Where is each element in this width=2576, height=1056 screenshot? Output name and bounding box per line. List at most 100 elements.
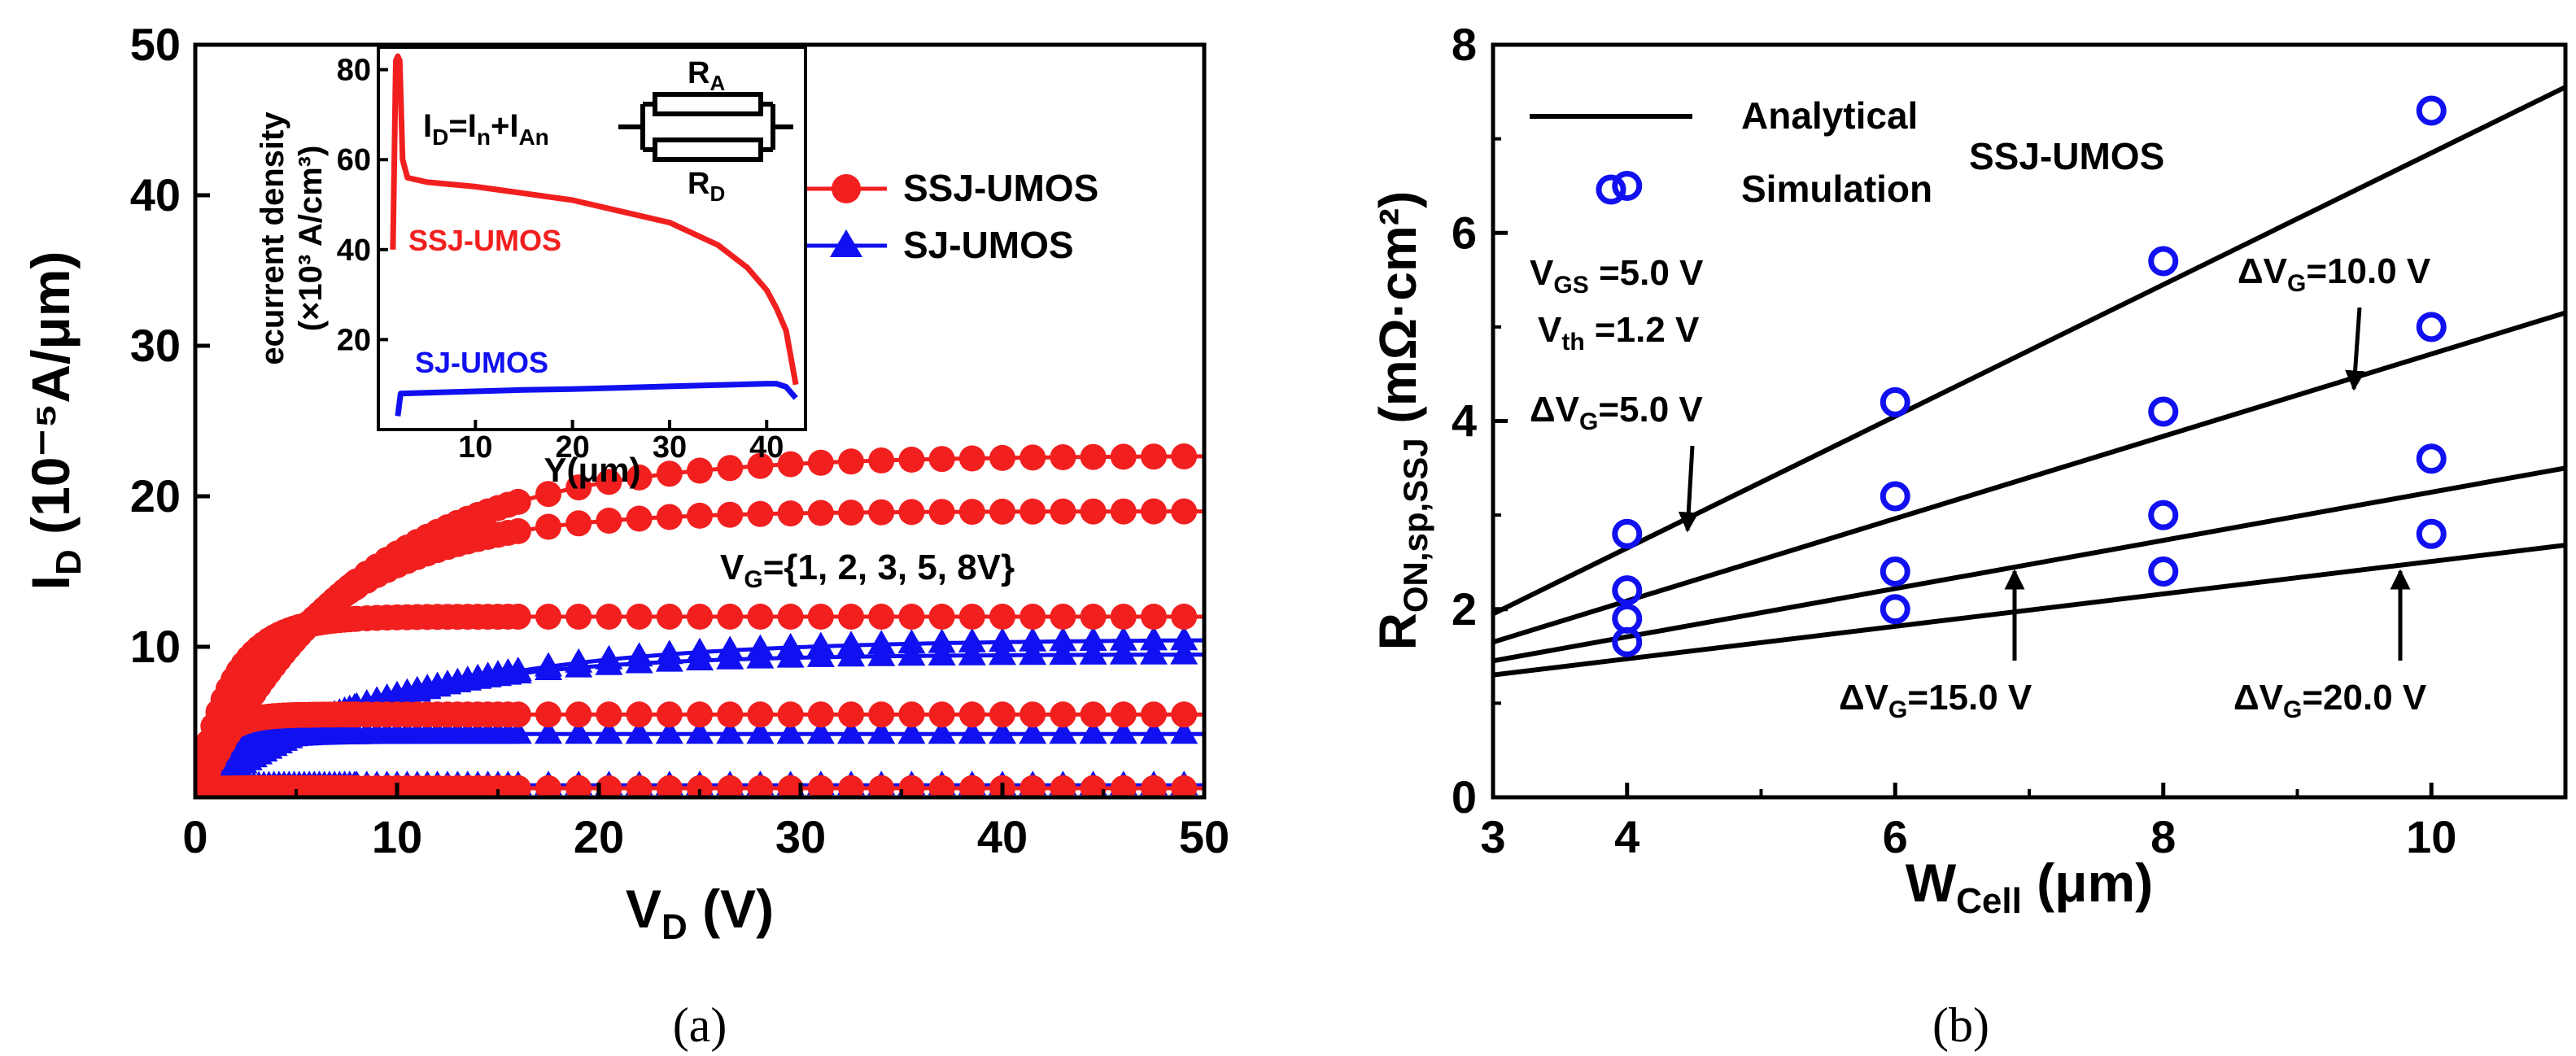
inset-x-tick-label: 10 [458,430,492,465]
data-point [837,719,865,744]
x-tick-label: 6 [1883,811,1908,862]
y-tick-label: 0 [1452,771,1477,823]
svg-text:SJ-UMOS: SJ-UMOS [903,224,1074,266]
inset-y-tick-label: 20 [337,323,371,357]
data-point [716,719,744,744]
data-point [838,604,864,630]
data-point [777,701,804,728]
data-point [747,775,774,797]
inset-equation: ID=In+IAn [423,108,549,150]
simulation-point [2416,443,2447,474]
data-point [535,701,561,728]
data-point [1080,775,1107,797]
data-point [868,775,895,797]
data-point [1019,498,1046,525]
inset-background [378,47,806,430]
data-point [535,604,561,630]
data-point [807,775,834,797]
panel-a-ylabel: ID (10⁻⁵A/μm) [20,251,89,591]
inset-x-tick-label: 20 [555,430,589,465]
data-point [1171,701,1198,728]
data-point [1019,626,1047,652]
data-point [1080,443,1107,470]
simulation-point [2148,246,2179,277]
data-point [746,634,775,659]
data-point [535,481,561,508]
data-point [1050,701,1076,728]
data-point [868,447,895,473]
resistor-bottom-label: RD [688,167,725,206]
x-tick-label: 4 [1614,811,1639,862]
y-tick-label: 8 [1452,19,1477,70]
data-point [897,719,926,744]
inset-ticks: 10 20 30 40 20 40 60 80 [337,54,784,465]
data-point [565,474,592,501]
data-point [717,455,744,482]
label-dvg-10: ΔVG=10.0 V [2238,251,2431,297]
panel-b-caption: (b) [1932,998,1989,1052]
arrow-dvg-5 [1678,445,1699,533]
data-point [958,719,986,744]
data-point [928,641,956,665]
inset-frame [377,46,807,431]
data-point [747,701,774,728]
data-point [535,719,562,744]
data-point [898,499,925,526]
data-point [807,449,834,476]
data-point [686,637,714,662]
y-tick-label: 40 [130,169,181,220]
data-point [989,604,1015,630]
data-point [717,604,744,630]
data-point [1080,604,1107,630]
data-point [1079,719,1107,744]
data-point [1019,604,1046,630]
analytical-line-3 [1493,543,2565,678]
data-point [838,500,864,526]
data-point [535,513,561,540]
svg-text:Simulation: Simulation [1741,168,1932,210]
data-point [958,445,985,472]
data-point [656,604,683,630]
vg-annotation: VG={1, 2, 3, 5, 8V} [720,548,1015,593]
legend-triangle-marker [830,229,862,257]
data-point [504,775,531,797]
data-point [1140,626,1168,651]
x-tick-label: 30 [775,811,826,862]
data-point [565,510,592,537]
data-point [504,657,532,681]
simulation-point [1612,170,1643,201]
panel-a-xlabel: VD (V) [626,879,774,947]
data-point [1171,604,1198,630]
data-point [1050,498,1076,525]
data-point [776,632,805,657]
svg-text:SSJ-UMOS: SSJ-UMOS [903,167,1098,209]
data-point [626,464,653,491]
data-point [1140,719,1168,744]
x-tick-label: 10 [372,811,422,862]
data-point [989,701,1015,728]
x-tick-label: 50 [1179,811,1229,862]
panel-a-legend: SSJ-UMOS SJ-UMOS [806,167,1098,266]
arrow-dvg-10 [2345,307,2366,391]
data-point [747,500,774,527]
data-point [1049,719,1077,744]
data-point [626,604,653,630]
data-point [989,640,1016,665]
inset-ssj-label: SSJ-UMOS [408,224,561,257]
data-point [868,499,895,526]
data-point [1109,626,1137,651]
data-point [898,775,925,797]
panel-b-legend: Analytical Simulation [1530,94,1932,210]
data-point [1080,701,1107,728]
data-point [717,501,744,528]
data-point [656,460,683,487]
data-point [1109,719,1137,744]
data-point [837,631,865,656]
data-point [776,719,805,744]
data-point [958,499,985,526]
legend-simulation: Simulation [1596,168,1932,210]
data-point [1141,498,1167,525]
data-point [717,775,744,797]
data-point [806,631,835,657]
data-point [777,451,804,478]
